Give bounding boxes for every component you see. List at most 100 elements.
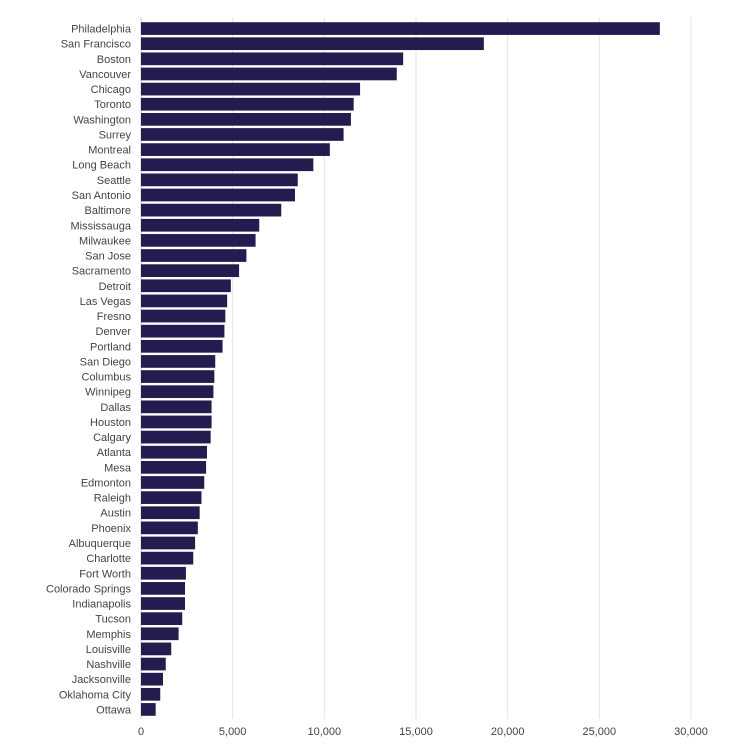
category-label: Phoenix [91, 523, 131, 535]
category-label: Tucson [95, 614, 131, 626]
category-label: Winnipeg [85, 387, 131, 399]
bar-san-antonio [141, 188, 295, 202]
category-label: Memphis [86, 629, 131, 641]
x-tick-label: 10,000 [308, 726, 342, 738]
x-axis-ticks: 0 5,000 10,000 15,000 20,000 25,000 30,000 [138, 726, 708, 738]
x-tick-label: 0 [138, 726, 144, 738]
bar-mesa [141, 460, 207, 474]
bar-washington [141, 112, 351, 126]
category-label: Fresno [97, 311, 131, 323]
category-label: Baltimore [85, 205, 131, 217]
category-label: Dallas [100, 402, 131, 414]
bar-raleigh [141, 491, 202, 504]
category-label: Edmonton [81, 477, 131, 489]
bar-tucson [141, 612, 183, 626]
bar-chicago [141, 82, 361, 96]
category-label: Portland [90, 341, 131, 353]
bar-philadelphia [141, 22, 660, 35]
category-label: Houston [90, 417, 131, 429]
category-label: San Jose [85, 251, 131, 263]
bar-memphis [141, 627, 179, 641]
bars [141, 22, 660, 716]
category-label: Milwaukee [79, 235, 131, 247]
category-label: Ottawa [96, 704, 132, 716]
bar-atlanta [141, 445, 207, 459]
category-label: Oklahoma City [59, 689, 132, 701]
x-tick-label: 20,000 [491, 726, 525, 738]
bar-indianapolis [141, 597, 185, 610]
bar-vancouver [141, 67, 397, 81]
category-label: Philadelphia [71, 24, 132, 36]
category-label: Surrey [99, 129, 132, 141]
bar-milwaukee [141, 234, 256, 247]
category-label: Nashville [86, 659, 131, 671]
category-label: Atlanta [97, 447, 132, 459]
bar-austin [141, 506, 200, 520]
bar-baltimore [141, 203, 282, 217]
bar-albuquerque [141, 536, 196, 550]
category-label: Jacksonville [72, 674, 131, 686]
category-label: Toronto [94, 99, 131, 111]
category-label: Sacramento [72, 266, 131, 278]
bar-sacramento [141, 264, 240, 278]
bar-san-jose [141, 249, 247, 262]
category-labels: Philadelphia San Francisco Boston Vancouver… [46, 24, 132, 717]
x-tick-label: 25,000 [583, 726, 617, 738]
bar-oklahoma-city [141, 687, 161, 701]
category-label: Denver [96, 326, 132, 338]
category-label: Montreal [88, 145, 131, 157]
category-label: Las Vegas [80, 296, 132, 308]
category-label: Long Beach [72, 160, 131, 172]
category-label: Vancouver [79, 69, 131, 81]
bar-detroit [141, 279, 231, 293]
bar-boston [141, 52, 404, 66]
category-label: Mesa [104, 462, 132, 474]
bar-charlotte [141, 551, 194, 565]
bar-mississauga [141, 218, 260, 232]
category-label: Calgary [93, 432, 131, 444]
category-label: Indianapolis [72, 599, 131, 611]
bar-san-francisco [141, 37, 484, 51]
x-tick-label: 5,000 [219, 726, 247, 738]
bar-surrey [141, 128, 344, 141]
bar-calgary [141, 430, 211, 444]
category-label: Austin [100, 508, 131, 520]
category-label: Raleigh [94, 493, 131, 505]
bar-montreal [141, 143, 330, 156]
bar-seattle [141, 173, 298, 187]
bar-las-vegas [141, 294, 228, 308]
bar-ottawa [141, 703, 156, 716]
bar-toronto [141, 97, 354, 111]
bar-columbus [141, 370, 215, 383]
category-label: San Diego [80, 356, 131, 368]
bar-nashville [141, 657, 166, 671]
bar-winnipeg [141, 385, 214, 399]
category-label: Charlotte [86, 553, 131, 565]
category-label: Columbus [81, 372, 131, 384]
bar-edmonton [141, 476, 205, 489]
category-label: Mississauga [70, 220, 131, 232]
bar-fort-worth [141, 566, 186, 580]
bar-phoenix [141, 521, 198, 535]
bar-long-beach [141, 158, 314, 172]
category-label: Colorado Springs [46, 583, 131, 595]
category-label: Boston [97, 54, 131, 66]
x-tick-label: 15,000 [399, 726, 433, 738]
bar-louisville [141, 642, 172, 656]
category-label: San Antonio [72, 190, 131, 202]
x-tick-label: 30,000 [674, 726, 708, 738]
bar-dallas [141, 400, 212, 414]
category-label: Washington [73, 114, 131, 126]
bar-denver [141, 324, 225, 338]
category-label: Seattle [97, 175, 131, 187]
category-label: Albuquerque [69, 538, 131, 550]
bar-jacksonville [141, 672, 163, 686]
category-label: Louisville [86, 644, 131, 656]
bar-san-diego [141, 355, 216, 368]
bar-fresno [141, 309, 226, 323]
category-label: Detroit [99, 281, 131, 293]
category-label: Fort Worth [79, 568, 131, 580]
category-label: Chicago [91, 84, 131, 96]
category-label: San Francisco [61, 39, 131, 51]
